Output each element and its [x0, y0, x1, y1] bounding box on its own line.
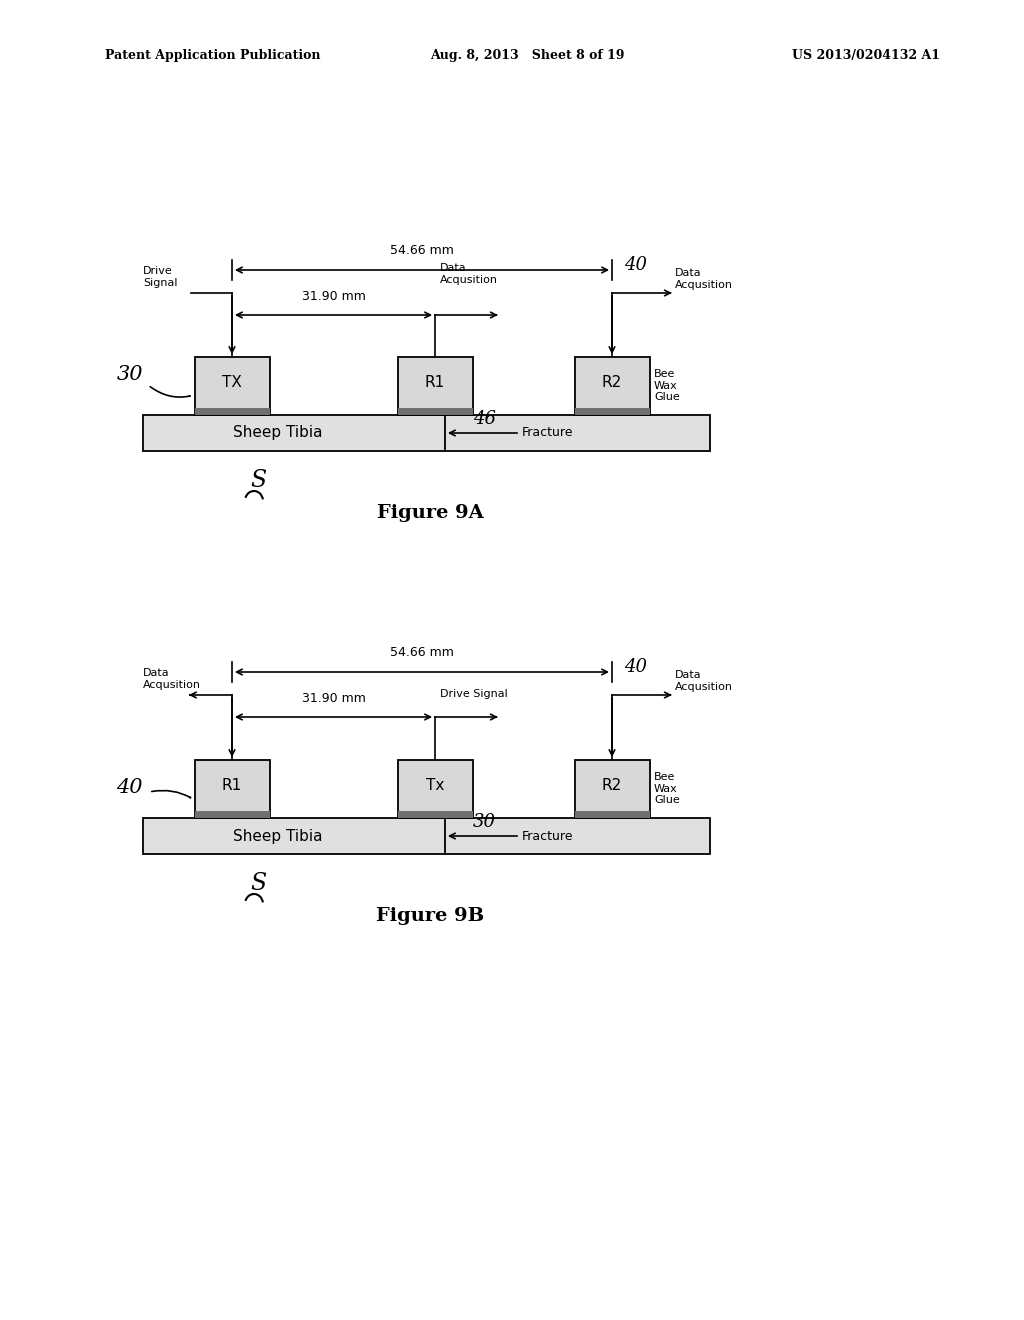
Text: Data
Acqusition: Data Acqusition	[143, 668, 201, 690]
Text: 40: 40	[624, 657, 647, 676]
Text: Data
Acqusition: Data Acqusition	[675, 268, 733, 289]
Text: 31.90 mm: 31.90 mm	[301, 692, 366, 705]
Bar	[195, 810, 269, 818]
Bar	[143, 818, 710, 854]
Bar	[143, 414, 710, 451]
Text: Sheep Tibia: Sheep Tibia	[233, 425, 323, 441]
Text: 31.90 mm: 31.90 mm	[301, 290, 366, 304]
Text: R1: R1	[222, 777, 242, 793]
Bar	[574, 760, 649, 818]
Text: 54.66 mm: 54.66 mm	[390, 244, 454, 257]
Text: Fracture: Fracture	[522, 829, 573, 842]
Bar	[397, 810, 472, 818]
Text: TX: TX	[222, 375, 242, 389]
Text: Sheep Tibia: Sheep Tibia	[233, 829, 323, 843]
Bar	[574, 408, 649, 414]
FancyArrowPatch shape	[151, 387, 190, 397]
Text: US 2013/0204132 A1: US 2013/0204132 A1	[792, 49, 940, 62]
Text: Data
Acqusition: Data Acqusition	[440, 264, 498, 285]
Text: 46: 46	[473, 411, 496, 428]
Text: 40: 40	[117, 777, 143, 797]
Bar	[574, 810, 649, 818]
Text: 54.66 mm: 54.66 mm	[390, 645, 454, 659]
Text: Fracture: Fracture	[522, 426, 573, 440]
Text: 40: 40	[624, 256, 647, 275]
Bar	[397, 408, 472, 414]
Bar	[195, 408, 269, 414]
Bar	[195, 760, 269, 818]
Text: 30: 30	[117, 366, 143, 384]
Text: Tx: Tx	[426, 777, 444, 793]
Bar	[195, 356, 269, 414]
Text: S: S	[250, 873, 266, 895]
Text: Bee
Wax
Glue: Bee Wax Glue	[654, 772, 680, 805]
Text: S: S	[250, 469, 266, 492]
Text: Figure 9A: Figure 9A	[377, 504, 483, 521]
Bar	[574, 356, 649, 414]
Text: R2: R2	[602, 777, 623, 793]
Bar	[397, 356, 472, 414]
Text: R1: R1	[425, 375, 445, 389]
Text: Bee
Wax
Glue: Bee Wax Glue	[654, 370, 680, 403]
Text: Drive
Signal: Drive Signal	[143, 267, 177, 288]
FancyArrowPatch shape	[152, 791, 190, 797]
Text: Data
Acqusition: Data Acqusition	[675, 671, 733, 692]
Bar	[397, 760, 472, 818]
Text: Aug. 8, 2013   Sheet 8 of 19: Aug. 8, 2013 Sheet 8 of 19	[430, 49, 625, 62]
Text: R2: R2	[602, 375, 623, 389]
Text: 30: 30	[473, 813, 496, 832]
Text: Drive Signal: Drive Signal	[440, 689, 508, 700]
Text: Patent Application Publication: Patent Application Publication	[105, 49, 321, 62]
Text: Figure 9B: Figure 9B	[376, 907, 484, 925]
